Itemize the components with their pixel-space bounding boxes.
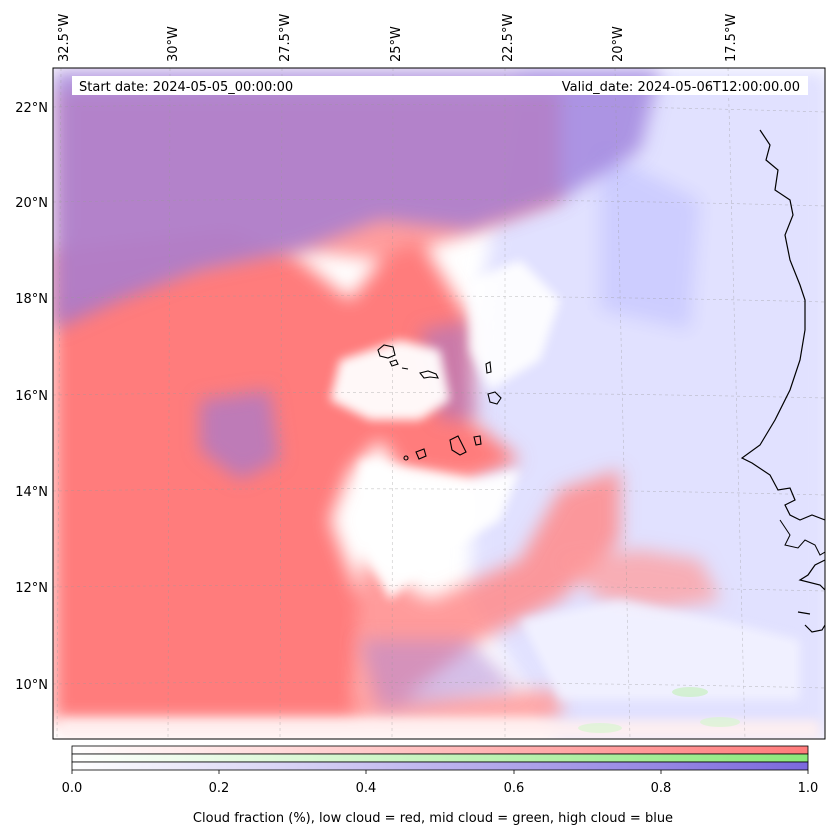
graticule <box>53 68 825 739</box>
cape-verde-islands <box>377 344 502 461</box>
lon-label: 32.5°W <box>57 14 72 62</box>
lat-label: 10°N <box>15 678 48 693</box>
lon-label: 17.5°W <box>724 14 739 62</box>
longitude-labels: 32.5°W 30°W 27.5°W 25°W 22.5°W 20°W 17.5… <box>57 14 739 62</box>
clear-sky-patches <box>60 260 820 739</box>
cloud-field-map <box>53 68 825 739</box>
map-frame <box>52 67 826 740</box>
lat-label: 20°N <box>15 196 48 211</box>
colorbar-tick: 0.8 <box>651 781 672 796</box>
header-box <box>72 76 808 95</box>
mid-cloud-wisp <box>672 687 708 697</box>
lon-label: 20°W <box>611 26 626 62</box>
lat-label: 14°N <box>15 485 48 500</box>
colorbar-high-cloud <box>71 761 809 771</box>
colorbar-tick: 0.4 <box>356 781 377 796</box>
colorbar-tick: 0.2 <box>209 781 230 796</box>
colorbar-tick: 0.0 <box>62 781 83 796</box>
mid-cloud-wisp <box>700 717 740 727</box>
colorbar-tick: 1.0 <box>798 781 819 796</box>
colorbar-label: Cloud fraction (%), low cloud = red, mid… <box>193 811 673 826</box>
lat-label: 16°N <box>15 389 48 404</box>
lon-label: 30°W <box>166 26 181 62</box>
colorbar-mid-cloud <box>71 753 809 763</box>
valid-date-label: Valid_date: 2024-05-06T12:00:00.00 <box>562 80 800 95</box>
lon-label: 27.5°W <box>278 14 293 62</box>
lat-label: 18°N <box>15 292 48 307</box>
colorbar-tick: 0.6 <box>504 781 525 796</box>
coast-detail <box>779 519 825 556</box>
africa-coastline <box>740 129 825 633</box>
lat-label: 22°N <box>15 101 48 116</box>
mid-cloud-wisp <box>578 723 622 733</box>
colorbar-low-cloud <box>71 745 809 755</box>
lon-label: 25°W <box>389 26 404 62</box>
lat-label: 12°N <box>15 581 48 596</box>
latitude-labels: 22°N 20°N 18°N 16°N 14°N 12°N 10°N <box>15 101 48 693</box>
high-cloud-overlay <box>53 70 660 710</box>
lon-label: 22.5°W <box>501 14 516 62</box>
start-date-label: Start date: 2024-05-05_00:00:00 <box>79 80 293 95</box>
colorbar: 0.0 0.2 0.4 0.6 0.8 1.0 Cloud fraction (… <box>62 745 819 826</box>
